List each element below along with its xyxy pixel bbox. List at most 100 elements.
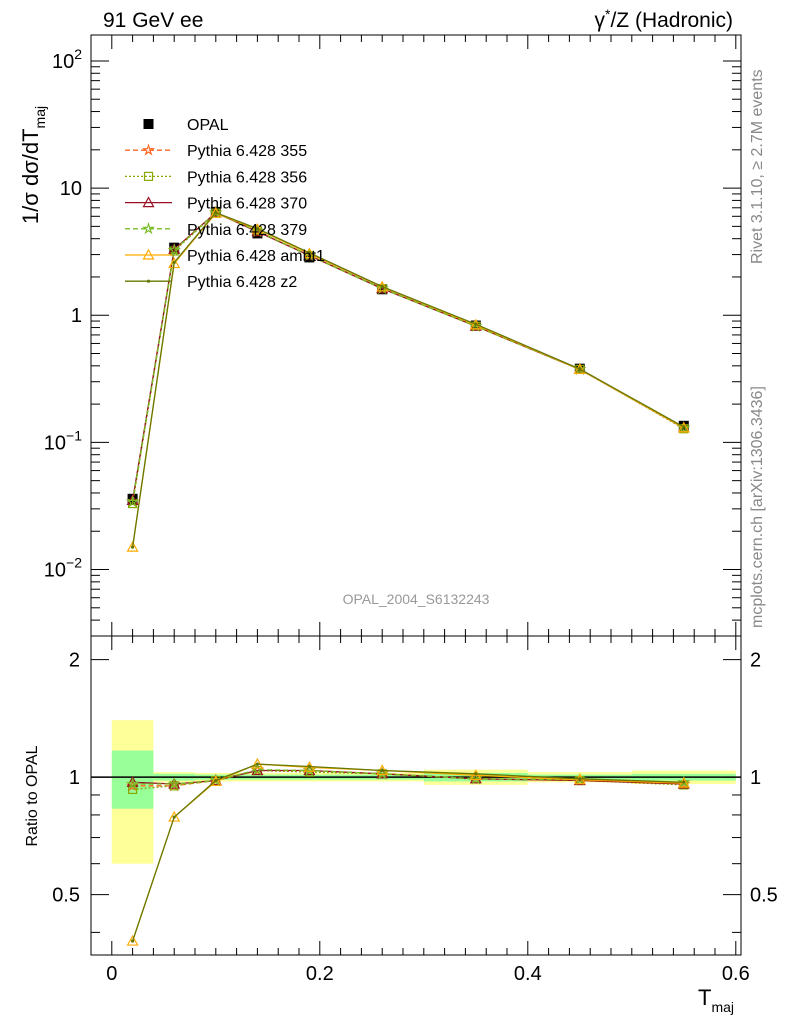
x-axis-label-sub: maj (711, 999, 734, 1015)
data-point-ambt1 (376, 280, 389, 292)
data-point-z2 (131, 545, 135, 549)
legend-marker-p370 (142, 196, 155, 208)
ratio-point-z2 (172, 815, 176, 819)
ratio-line-p379 (132, 769, 684, 785)
y-tick-label-main: 1 (71, 305, 82, 327)
legend-marker-p356 (143, 171, 154, 181)
y-tick-label-base: 10 (44, 560, 66, 582)
header-right-star: * (605, 6, 611, 22)
data-point-p379 (167, 243, 181, 256)
y-tick-label-ratio-right: 0.5 (750, 885, 778, 907)
data-point-z2 (578, 367, 582, 371)
y-tick-label-base: 10 (60, 178, 82, 200)
legend-marker-z2 (146, 279, 151, 283)
y-tick-label-exp: −1 (66, 427, 82, 443)
ratio-point-z2 (214, 778, 218, 783)
ratio-point-z2 (578, 777, 582, 781)
ratio-line-ambt1 (131, 763, 684, 942)
side-rivet: Rivet 3.1.10, ≥ 2.7M events (749, 69, 766, 264)
y-tick-label-base: 10 (44, 432, 66, 454)
x-axis-label-text: T (698, 985, 711, 1010)
y-axis-label-ratio: Ratio to OPAL (24, 745, 41, 846)
ratio-point-z2 (682, 780, 686, 784)
legend-label-z2: Pythia 6.428 z2 (187, 274, 297, 291)
data-point-z2 (682, 425, 686, 429)
x-tick-label: 0.6 (722, 963, 750, 985)
ratio-point-p379 (677, 775, 691, 788)
header-left: 91 GeV ee (103, 9, 203, 32)
data-point-p379 (209, 205, 223, 219)
side-mcplots: mcplots.cern.ch [arXiv:1306.3436] (749, 386, 766, 628)
y-tick-label-exp: 2 (74, 46, 82, 62)
y-axis-label-main: 1/σ dσ/dTmaj (18, 106, 48, 224)
y-tick-label-ratio-right: 2 (750, 650, 761, 672)
y-tick-label-main: 10−1 (44, 427, 82, 454)
ratio-point-z2 (380, 768, 384, 773)
legend-marker-ambt1 (142, 248, 155, 260)
data-point-OPAL (169, 242, 180, 253)
y-axis-label-main-text: 1/σ dσ/dT (18, 128, 43, 224)
ratio-point-z2 (474, 772, 478, 776)
data-point-ambt1 (573, 363, 586, 374)
y-tick-label-base: 10 (52, 51, 74, 73)
y-tick-label-main: 102 (52, 46, 82, 73)
y-tick-label-base: 1 (71, 305, 82, 327)
legend-label-ambt1: Pythia 6.428 ambt1 (187, 248, 325, 265)
header-right-rest: /Z (Hadronic) (610, 9, 733, 32)
legend-label-p370: Pythia 6.428 370 (187, 196, 307, 213)
data-point-ambt1 (677, 421, 690, 433)
legend-marker-p355 (141, 143, 156, 156)
ratio-point-p379 (167, 777, 181, 790)
plot-frames (90, 34, 742, 956)
data-point-ambt1 (469, 318, 482, 330)
ratio-point-z2 (307, 764, 311, 769)
x-axis-label: Tmaj (698, 985, 734, 1015)
ratio-series (125, 757, 691, 946)
ratio-point-ambt1 (469, 769, 482, 781)
legend-marker-OPAL (143, 119, 154, 129)
header-right: γ*/Z (Hadronic) (595, 6, 733, 32)
y-tick-label-main: 10 (60, 178, 82, 200)
legend-label-p355: Pythia 6.428 355 (187, 143, 307, 160)
data-point-z2 (255, 227, 259, 231)
data-point-z2 (380, 284, 384, 289)
data-point-ambt1 (209, 206, 222, 218)
x-tick-label: 0.4 (514, 963, 542, 985)
data-point-p356 (679, 424, 689, 434)
legend-label-p356: Pythia 6.428 356 (187, 169, 307, 186)
ratio-point-p379 (125, 777, 140, 790)
data-point-p379 (125, 495, 140, 508)
main-series (125, 205, 691, 552)
data-point-ambt1 (126, 540, 139, 552)
header-right-gamma: γ (595, 9, 606, 32)
y-tick-label-ratio-left: 0.5 (52, 885, 80, 907)
ratio-line-z2 (131, 763, 684, 942)
ratio-point-ambt1 (168, 810, 181, 822)
data-point-ambt1 (303, 247, 316, 259)
x-tick-label: 0 (106, 963, 117, 985)
data-point-z2 (214, 211, 218, 215)
ratio-bands (91, 720, 741, 864)
y-tick-label-exp: −2 (66, 555, 82, 571)
y-tick-label-ratio-left: 2 (69, 650, 80, 672)
data-point-z2 (307, 251, 311, 255)
data-point-p379 (469, 319, 483, 332)
y-tick-label-main: 10−2 (44, 555, 82, 582)
data-point-ambt1 (251, 222, 264, 234)
watermark: OPAL_2004_S6132243 (343, 591, 490, 607)
x-tick-label: 0.2 (306, 963, 334, 985)
y-tick-label-ratio-left: 1 (69, 767, 80, 789)
data-point-z2 (172, 260, 176, 265)
ratio-point-z2 (255, 762, 259, 766)
y-tick-label-ratio-right: 1 (750, 767, 761, 789)
legend: OPAL Pythia 6.428 355 Pythia 6.428 356 Pyth… (125, 117, 325, 291)
ratio-frame (90, 635, 742, 956)
data-point-ambt1 (168, 257, 181, 269)
ratio-point-ambt1 (209, 775, 222, 787)
ratio-point-ambt1 (126, 934, 139, 946)
y-axis-label-main-sub: maj (32, 106, 48, 129)
legend-label-OPAL: OPAL (187, 117, 229, 134)
legend-label-p379: Pythia 6.428 379 (187, 222, 307, 239)
